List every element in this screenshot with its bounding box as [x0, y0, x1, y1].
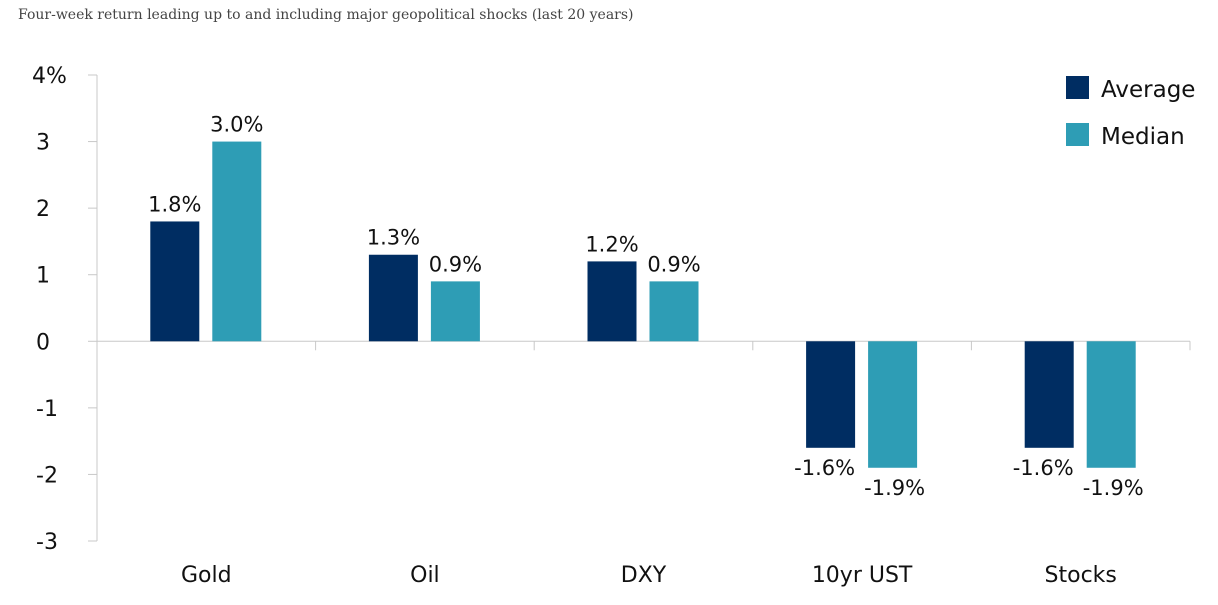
legend-swatch-median	[1066, 123, 1089, 146]
chart-title: Four-week return leading up to and inclu…	[18, 7, 634, 23]
y-tick-label: 2	[36, 197, 50, 222]
bar-average	[368, 254, 418, 342]
bar-median	[1086, 341, 1136, 468]
data-label: 0.9%	[647, 252, 700, 276]
y-tick-label: 0	[36, 330, 50, 355]
y-tick-label: -1	[36, 397, 58, 422]
y-tick-label: 3	[36, 131, 50, 156]
data-label: 1.3%	[367, 226, 420, 250]
y-tick-label: -2	[36, 463, 58, 488]
data-label: 1.2%	[585, 232, 638, 256]
bar-average	[806, 341, 856, 448]
bar-average	[587, 261, 637, 342]
x-tick-label: Gold	[181, 563, 232, 588]
data-label: -1.9%	[864, 476, 925, 500]
bar-average	[150, 221, 200, 342]
x-tick-label: Stocks	[1045, 563, 1117, 588]
x-tick-label: Oil	[410, 563, 440, 588]
bar-median	[868, 341, 918, 468]
data-label: -1.6%	[794, 456, 855, 480]
legend-swatch-average	[1066, 76, 1089, 99]
bar-median	[649, 281, 699, 342]
bar-median	[212, 141, 262, 342]
y-tick-label: -3	[36, 530, 58, 555]
data-label: -1.6%	[1013, 456, 1074, 480]
data-label: 0.9%	[429, 252, 482, 276]
x-tick-label: 10yr UST	[812, 563, 913, 588]
y-tick-label: 1	[36, 264, 50, 289]
legend-label: Average	[1101, 77, 1195, 103]
data-label: -1.9%	[1083, 476, 1144, 500]
data-label: 1.8%	[148, 192, 201, 216]
bar-median	[430, 281, 480, 342]
bar-average	[1024, 341, 1074, 448]
legend-label: Median	[1101, 124, 1185, 150]
y-tick-label: 4%	[32, 64, 67, 89]
data-label: 3.0%	[210, 113, 263, 137]
x-tick-label: DXY	[621, 563, 667, 588]
